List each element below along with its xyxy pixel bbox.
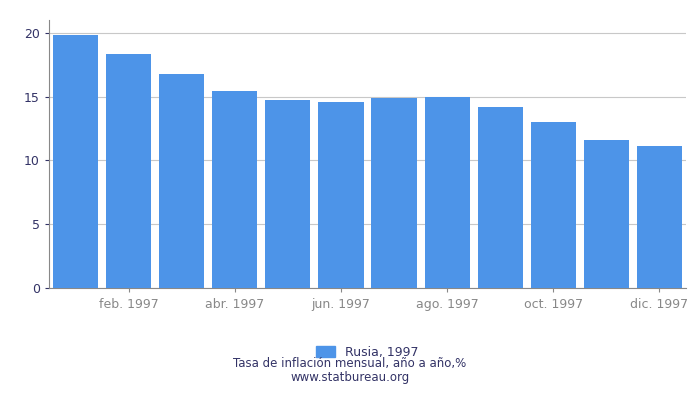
Bar (106, 54, 151, 288)
Bar (159, 74, 204, 288)
Bar (531, 122, 576, 288)
Bar (318, 102, 363, 288)
Text: www.statbureau.org: www.statbureau.org (290, 372, 410, 384)
Bar (425, 96, 470, 288)
Bar (53, 35, 98, 288)
Bar (637, 146, 682, 288)
Text: Tasa de inflación mensual, año a año,%: Tasa de inflación mensual, año a año,% (233, 358, 467, 370)
Bar (477, 107, 523, 288)
Bar (584, 140, 629, 288)
Bar (265, 100, 310, 288)
Bar (212, 92, 258, 288)
Bar (372, 98, 416, 288)
Legend: Rusia, 1997: Rusia, 1997 (312, 341, 424, 364)
